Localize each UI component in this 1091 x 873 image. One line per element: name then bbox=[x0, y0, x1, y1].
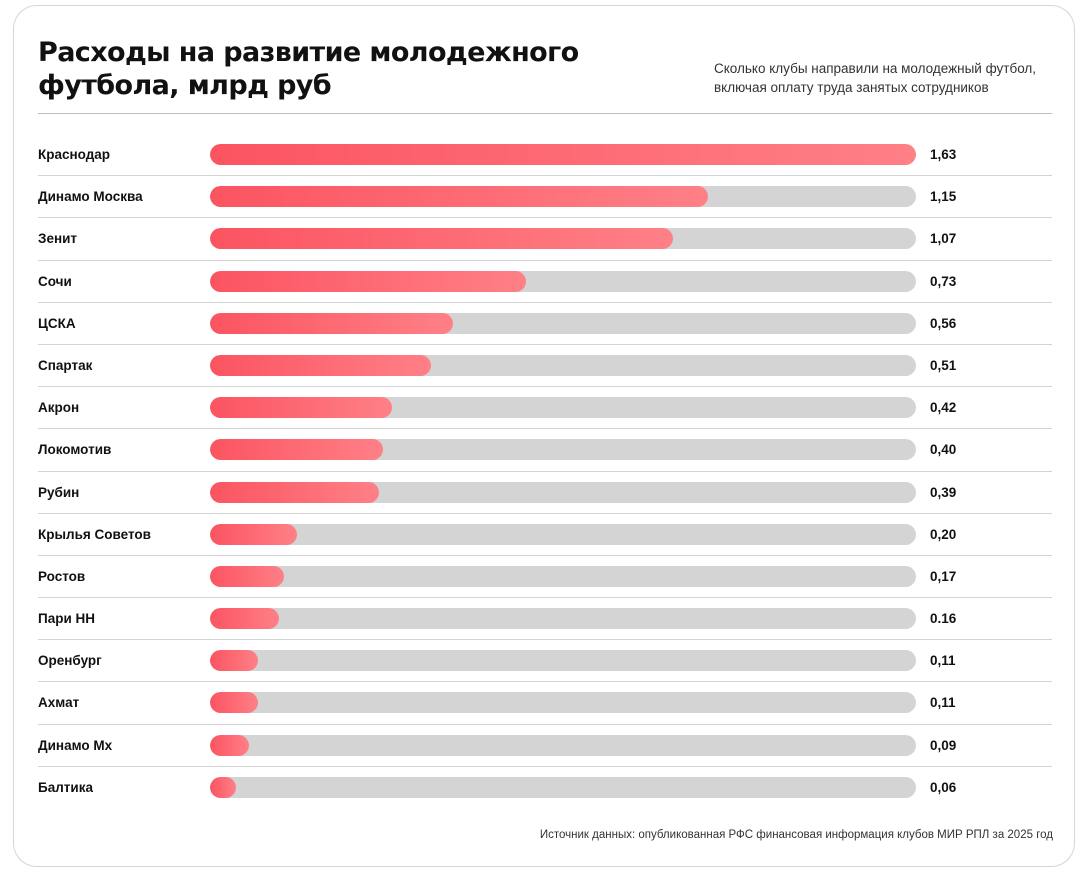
category-label: Ростов bbox=[38, 568, 86, 584]
value-label: 0,20 bbox=[930, 526, 957, 542]
bar-track bbox=[210, 354, 916, 376]
chart-row: Рубин 0,39 bbox=[38, 472, 1052, 514]
bar-track bbox=[210, 776, 916, 798]
bar bbox=[210, 186, 708, 208]
category-label: Рубин bbox=[38, 484, 80, 500]
bar bbox=[210, 565, 284, 587]
bar bbox=[210, 312, 453, 334]
category-label: Краснодар bbox=[38, 147, 111, 162]
bar bbox=[210, 439, 383, 461]
chart-row: Ростов 0,17 bbox=[38, 556, 1052, 599]
category-label: Пари НН bbox=[38, 611, 96, 627]
value-label: 1,15 bbox=[930, 189, 957, 205]
bar-track bbox=[210, 650, 916, 672]
chart-row: ЦСКА 0,56 bbox=[38, 303, 1052, 345]
chart-row: Краснодар 1,63 bbox=[38, 134, 1052, 177]
category-label: Ахмат bbox=[38, 695, 80, 711]
bar bbox=[210, 650, 258, 672]
bar-track bbox=[210, 144, 916, 165]
bar-track bbox=[210, 608, 916, 630]
category-label: Акрон bbox=[38, 400, 80, 416]
value-label: 0,06 bbox=[930, 779, 957, 795]
category-label: Сочи bbox=[38, 273, 72, 289]
chart-row: Ахмат 0,11 bbox=[38, 682, 1052, 725]
bar-track bbox=[210, 312, 916, 334]
value-label: 0,73 bbox=[930, 273, 957, 289]
value-label: 1,07 bbox=[930, 231, 957, 247]
source-note: Источник данных: опубликованная РФС фина… bbox=[539, 829, 1053, 841]
chart-row: Спартак 0,51 bbox=[38, 345, 1052, 388]
bar-chart: Краснодар 1,63 Динамо Москва 1,15 Зенит 1,07 С… bbox=[38, 134, 1052, 809]
category-label: Балтика bbox=[38, 779, 93, 795]
category-label: Динамо Мх bbox=[38, 737, 113, 753]
bar bbox=[210, 144, 916, 165]
category-label: Спартак bbox=[38, 357, 93, 373]
bar-track bbox=[210, 270, 916, 292]
bar-track bbox=[210, 481, 916, 503]
bar bbox=[210, 608, 279, 630]
category-label: Динамо Москва bbox=[38, 189, 143, 205]
category-label: Локомотив bbox=[38, 442, 112, 458]
value-label: 0,11 bbox=[930, 653, 956, 669]
value-label: 0,17 bbox=[930, 568, 957, 584]
value-label: 0,51 bbox=[930, 357, 957, 373]
bar-track bbox=[210, 186, 916, 208]
chart-row: Балтика 0,06 bbox=[38, 767, 1052, 809]
bar bbox=[210, 734, 249, 756]
bar bbox=[210, 692, 258, 714]
bar bbox=[210, 481, 379, 503]
value-label: 0.16 bbox=[930, 611, 957, 627]
bar-track bbox=[210, 565, 916, 587]
chart-row: Динамо Москва 1,15 bbox=[38, 176, 1052, 219]
header-divider bbox=[38, 113, 1052, 114]
bar bbox=[210, 270, 526, 292]
category-label: Зенит bbox=[38, 231, 78, 247]
chart-row: Пари НН 0.16 bbox=[38, 598, 1052, 641]
value-label: 0,39 bbox=[930, 484, 957, 500]
chart-title: Расходы на развитие молодежного футбола,… bbox=[38, 37, 579, 101]
chart-row: Оренбург 0,11 bbox=[38, 640, 1052, 683]
chart-row: Динамо Мх 0,09 bbox=[38, 725, 1052, 767]
chart-subtitle: Сколько клубы направили на молодежный фу… bbox=[714, 61, 1037, 95]
bar bbox=[210, 397, 392, 419]
value-label: 0,42 bbox=[930, 400, 957, 416]
value-label: 1,63 bbox=[930, 147, 957, 162]
bar bbox=[210, 354, 431, 376]
chart-row: Крылья Советов 0,20 bbox=[38, 514, 1052, 556]
value-label: 0,40 bbox=[930, 442, 957, 458]
category-label: Крылья Советов bbox=[38, 526, 151, 542]
bar-track bbox=[210, 523, 916, 545]
bar-track bbox=[210, 734, 916, 756]
bar-track bbox=[210, 397, 916, 419]
chart-row: Акрон 0,42 bbox=[38, 387, 1052, 430]
category-label: Оренбург bbox=[38, 653, 102, 669]
bar bbox=[210, 228, 673, 250]
value-label: 0,56 bbox=[930, 315, 957, 331]
chart-row: Сочи 0,73 bbox=[38, 261, 1052, 303]
bar-track bbox=[210, 439, 916, 461]
category-label: ЦСКА bbox=[38, 315, 76, 331]
value-label: 0,11 bbox=[930, 695, 956, 711]
value-label: 0,09 bbox=[930, 737, 957, 753]
bar-track bbox=[210, 228, 916, 250]
chart-row: Зенит 1,07 bbox=[38, 218, 1052, 261]
bar-track bbox=[210, 692, 916, 714]
chart-row: Локомотив 0,40 bbox=[38, 429, 1052, 472]
bar bbox=[210, 523, 297, 545]
bar bbox=[210, 776, 236, 798]
